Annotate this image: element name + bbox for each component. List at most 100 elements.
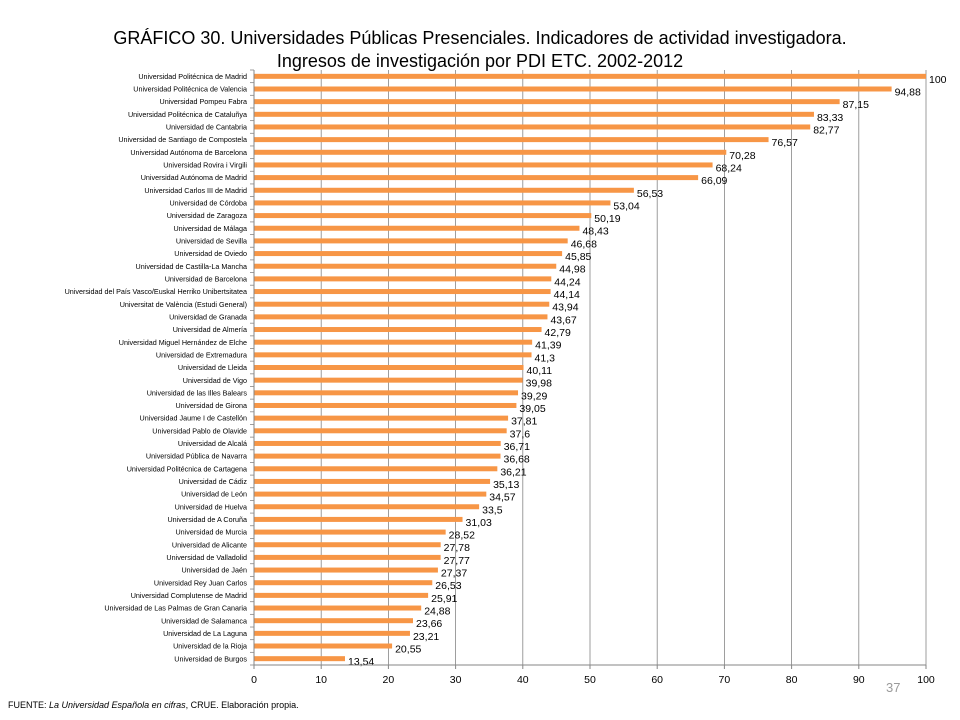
category-label: Universidad de Alicante <box>172 540 247 549</box>
category-label: Universidad de Valladolid <box>166 553 247 562</box>
bar <box>254 529 446 535</box>
category-label: Universidad de Vigo <box>183 376 247 385</box>
bar <box>254 466 498 472</box>
bar <box>254 99 840 105</box>
value-label: 82,77 <box>813 124 839 136</box>
bar <box>254 225 580 231</box>
value-label: 83,33 <box>817 112 843 124</box>
value-label: 70,28 <box>729 150 755 162</box>
value-label: 23,66 <box>416 618 442 630</box>
x-tick-label: 100 <box>917 674 935 686</box>
value-label: 23,21 <box>413 631 439 643</box>
bar <box>254 504 480 510</box>
value-label: 76,57 <box>772 137 798 149</box>
bar <box>254 352 532 358</box>
category-label: Universidad Complutense de Madrid <box>131 591 247 600</box>
bar <box>254 656 345 662</box>
value-label: 100 <box>929 74 947 86</box>
bar <box>254 175 699 181</box>
value-label: 39,98 <box>526 378 552 390</box>
value-label: 37,81 <box>511 416 537 428</box>
bar <box>254 440 501 446</box>
bar <box>254 314 548 320</box>
value-label: 25,91 <box>431 593 457 605</box>
value-label: 39,29 <box>521 390 547 402</box>
value-label: 27,37 <box>441 568 467 580</box>
value-label: 68,24 <box>716 162 742 174</box>
category-label: Universidad de las Illes Balears <box>147 388 248 397</box>
value-label: 28,52 <box>449 530 475 542</box>
category-label: Universidad de Girona <box>175 401 247 410</box>
x-tick-label: 60 <box>651 674 663 686</box>
value-label: 33,5 <box>482 504 503 516</box>
bar <box>254 251 563 257</box>
bar <box>254 301 550 307</box>
value-label: 48,43 <box>582 226 608 238</box>
category-label: Universidad de Burgos <box>174 654 247 663</box>
category-label: Universidad de Jaén <box>181 566 247 575</box>
category-label: Universidad de Córdoba <box>169 199 247 208</box>
value-label: 26,53 <box>435 580 461 592</box>
category-label: Universidad de Málaga <box>173 224 247 233</box>
bar-series <box>254 73 926 662</box>
gridlines <box>320 70 927 665</box>
bar <box>254 149 727 155</box>
bar <box>254 567 438 573</box>
category-labels: Universidad Politécnica de Madrid Univers… <box>65 72 248 663</box>
bar <box>254 289 551 295</box>
category-label: Universidad de Huelva <box>175 502 247 511</box>
value-label: 42,79 <box>545 327 571 339</box>
value-label: 37,6 <box>510 428 531 440</box>
category-label: Universidad de Santiago de Compostela <box>118 135 247 144</box>
x-tick-label: 40 <box>517 674 529 686</box>
bar <box>254 554 441 560</box>
footer-suffix: , CRUE. Elaboración propia. <box>185 700 299 710</box>
category-label: Universidad de Extremadura <box>156 350 247 359</box>
category-label: Universidad Pública de Navarra <box>146 452 247 461</box>
bar <box>254 263 557 269</box>
category-label: Universidad de Murcia <box>175 528 247 537</box>
bar <box>254 402 517 408</box>
chart-title-line-2: Ingresos de investigación por PDI ETC. 2… <box>276 51 684 71</box>
bar <box>254 162 713 168</box>
category-label: Universidad de Granada <box>169 312 247 321</box>
category-label: Universidad de Barcelona <box>165 274 247 283</box>
bar <box>254 580 433 586</box>
value-label: 43,67 <box>550 314 576 326</box>
bar <box>254 365 524 370</box>
value-label: 36,68 <box>503 454 529 466</box>
value-label: 44,14 <box>554 289 580 301</box>
bar <box>254 339 533 345</box>
x-tick-label: 10 <box>315 674 327 686</box>
axes <box>250 69 927 669</box>
x-tick-label: 30 <box>450 674 462 686</box>
value-label: 13,54 <box>348 656 374 668</box>
footer-source: La Universidad Española en cifras <box>49 700 186 710</box>
value-label: 41,39 <box>535 340 561 352</box>
page-number: 37 <box>886 680 901 695</box>
value-label: 46,68 <box>571 238 597 250</box>
bar <box>254 605 422 611</box>
bar <box>254 453 501 459</box>
bar <box>254 643 393 649</box>
value-label: 34,57 <box>489 492 515 504</box>
category-label: Universidad de A Coruña <box>167 515 247 524</box>
category-label: Universidad de León <box>181 490 247 499</box>
bar <box>254 111 814 117</box>
bar <box>254 200 611 206</box>
bar <box>254 390 519 396</box>
category-label: Universidad de Alcalá <box>178 439 247 448</box>
category-label: Universidad Pompeu Fabra <box>160 97 248 106</box>
category-label: Universidad de Las Palmas de Gran Canari… <box>104 604 247 613</box>
x-tick-label: 0 <box>251 674 257 686</box>
value-label: 36,71 <box>504 441 530 453</box>
value-label: 27,77 <box>444 555 470 567</box>
bar <box>254 86 892 92</box>
category-label: Universidad Autónoma de Madrid <box>141 173 247 182</box>
category-label: Universidad de Salamanca <box>161 616 247 625</box>
category-label: Universidad de la Rioja <box>173 642 247 651</box>
x-tick-label: 20 <box>383 674 395 686</box>
category-label: Universidad Rovira i Virgili <box>163 161 247 170</box>
